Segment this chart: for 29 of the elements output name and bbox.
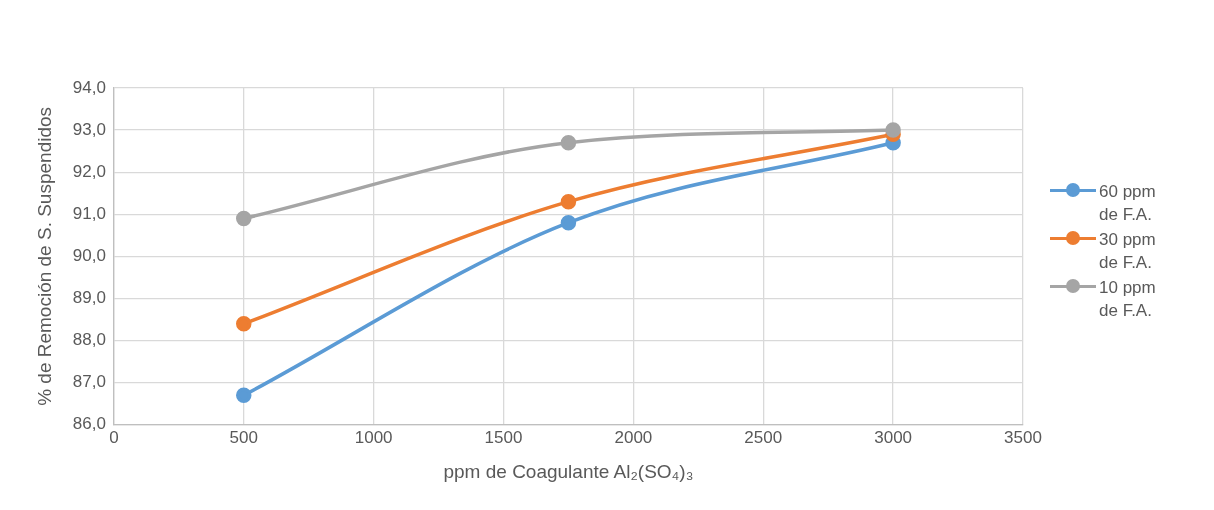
- y-tick-label: 86,0: [72, 414, 106, 434]
- point: [236, 210, 252, 227]
- legend-label: 60 ppm de F.A.: [1099, 181, 1157, 226]
- legend-label: 10 ppm de F.A.: [1099, 277, 1157, 322]
- y-tick-label: 92,0: [72, 161, 106, 181]
- y-axis-title: % de Remoción de S. Suspendidos: [33, 106, 55, 406]
- y-tick-label: 88,0: [72, 330, 106, 350]
- x-tick-label: 500: [229, 427, 258, 447]
- y-tick-label: 87,0: [72, 372, 106, 392]
- point: [236, 387, 252, 404]
- x-tick-label: 3000: [874, 427, 913, 447]
- x-tick-label: 1500: [484, 427, 523, 447]
- legend-label: 30 ppm de F.A.: [1099, 229, 1157, 274]
- y-tick-label: 93,0: [72, 119, 106, 139]
- point: [885, 122, 901, 138]
- x-tick-label: 2000: [614, 427, 653, 447]
- point: [236, 316, 252, 332]
- x-tick-label: 1000: [354, 427, 393, 447]
- point: [560, 214, 577, 231]
- x-tick-label: 2500: [744, 427, 783, 447]
- y-tick-label: 90,0: [72, 246, 106, 266]
- x-tick-label: 0: [109, 427, 119, 447]
- y-tick-label: 89,0: [72, 288, 106, 308]
- y-tick-label: 94,0: [72, 77, 106, 97]
- y-tick-label: 91,0: [72, 203, 106, 223]
- x-tick-label: 3500: [1004, 427, 1042, 447]
- point: [560, 134, 577, 151]
- point: [560, 193, 577, 210]
- x-axis-title: ppm de Coagulante Al₂(SO₄)₃: [443, 460, 694, 482]
